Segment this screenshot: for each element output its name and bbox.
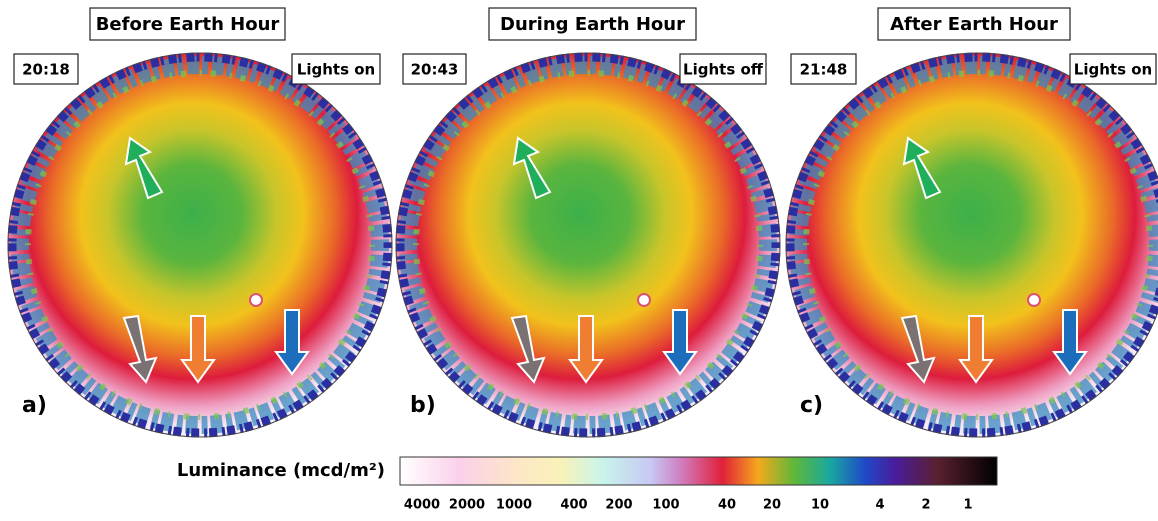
panel-title: After Earth Hour [890, 14, 1058, 35]
colorbar-tick-label: 400 [560, 498, 587, 513]
colorbar-tick-label: 40 [718, 498, 736, 513]
lights-label: Lights on [1074, 61, 1152, 79]
fisheye-image [786, 53, 1158, 437]
colorbar [400, 457, 997, 485]
fisheye-image [8, 53, 392, 437]
panel-letter: a) [22, 393, 47, 418]
fisheye-image [396, 53, 780, 437]
time-label: 21:48 [800, 61, 848, 79]
time-label: 20:43 [411, 61, 459, 79]
colorbar-tick-label: 2 [921, 498, 930, 513]
colorbar-tick-label: 4 [875, 498, 884, 513]
panel-letter: b) [410, 393, 436, 418]
lights-label: Lights off [683, 61, 764, 79]
lights-label: Lights on [297, 61, 375, 79]
panel-title: Before Earth Hour [96, 14, 280, 35]
figure: Before Earth Hour 20:18 Lights on a) During … [0, 0, 1158, 517]
colorbar-tick-label: 100 [652, 498, 679, 513]
panel-letter: c) [800, 393, 823, 418]
colorbar-tick-label: 4000 [404, 498, 440, 513]
colorbar-title: Luminance (mcd/m²) [177, 460, 385, 481]
colorbar-tick-label: 200 [605, 498, 632, 513]
colorbar-tick-label: 10 [811, 498, 829, 513]
time-label: 20:18 [22, 61, 70, 79]
colorbar-tick-label: 2000 [449, 498, 485, 513]
panel-title: During Earth Hour [500, 14, 685, 35]
colorbar-tick-label: 20 [763, 498, 781, 513]
colorbar-tick-label: 1000 [496, 498, 532, 513]
colorbar-tick-label: 1 [963, 498, 972, 513]
